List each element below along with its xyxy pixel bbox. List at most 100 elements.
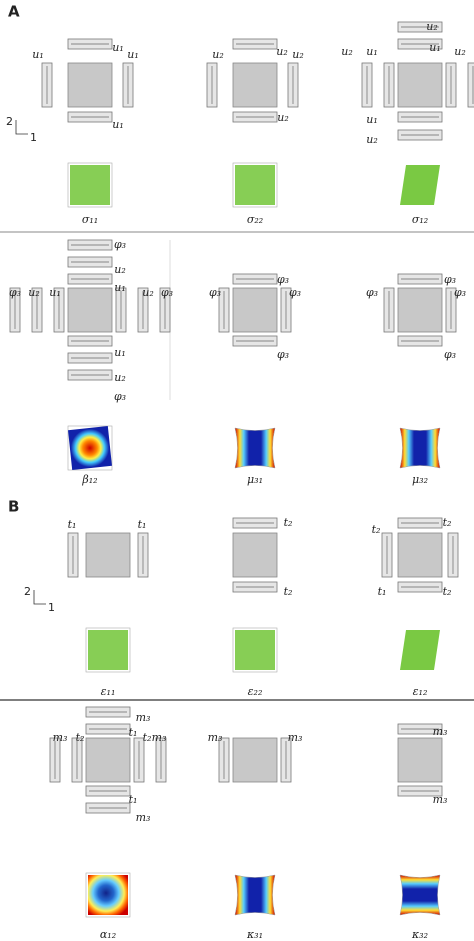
panel-label: B <box>8 498 19 516</box>
reference-outline <box>67 425 113 471</box>
load-label: φ₃ <box>277 348 289 361</box>
body-square <box>67 62 113 108</box>
load-label: t₁ <box>129 726 138 739</box>
load-label: u₁ <box>49 286 61 299</box>
load-label: u₂ <box>341 45 353 58</box>
boundary-bar <box>467 62 474 108</box>
mode-caption: σ₂₂ <box>247 213 263 226</box>
load-label: m₃ <box>433 725 448 738</box>
load-label: u₁ <box>366 113 378 126</box>
load-label: u₁ <box>366 45 378 58</box>
load-label: u₂ <box>292 48 304 61</box>
deformed-shape <box>399 427 441 469</box>
deformed-shape <box>400 165 440 205</box>
load-label: t₂ <box>443 516 452 529</box>
load-label: t₂ <box>143 731 152 744</box>
load-label: φ₃ <box>277 273 289 286</box>
load-label: φ₃ <box>114 390 126 403</box>
axes-icon <box>15 120 28 135</box>
load-label: t₂ <box>372 523 381 536</box>
load-label: φ₃ <box>161 286 173 299</box>
load-label: u₁ <box>32 48 44 61</box>
reference-outline <box>85 872 131 918</box>
load-label: u₁ <box>114 281 126 294</box>
load-label: φ₃ <box>289 286 301 299</box>
load-label: u₂ <box>454 45 466 58</box>
mode-caption: α₁₂ <box>100 928 116 941</box>
load-label: t₂ <box>284 516 293 529</box>
body-square <box>85 532 131 578</box>
load-label: φ₃ <box>454 286 466 299</box>
mode-caption: μ₃₂ <box>412 473 428 486</box>
load-label: u₂ <box>276 45 288 58</box>
load-label: u₁ <box>127 48 139 61</box>
load-label: t₁ <box>378 585 387 598</box>
reference-outline <box>67 162 113 208</box>
mode-caption: ε₂₂ <box>248 685 263 698</box>
deformed-shape <box>399 874 441 916</box>
mode-caption: ε₁₂ <box>413 685 428 698</box>
body-square <box>232 62 278 108</box>
load-label: m₃ <box>53 731 68 744</box>
body-square <box>232 532 278 578</box>
mode-caption: μ₃₁ <box>247 473 263 486</box>
load-label: t₂ <box>443 585 452 598</box>
mode-caption: σ₁₂ <box>412 213 428 226</box>
load-label: m₃ <box>136 811 151 824</box>
axis-label: 1 <box>30 131 37 144</box>
load-label: t₁ <box>138 518 147 531</box>
body-square <box>85 737 131 783</box>
load-label: u₂ <box>28 286 40 299</box>
load-label: u₂ <box>114 371 126 384</box>
mode-caption: σ₁₁ <box>82 213 98 226</box>
load-label: u₂ <box>114 263 126 276</box>
deformed-shape <box>235 165 275 205</box>
load-label: φ₃ <box>114 238 126 251</box>
load-label: φ₃ <box>9 286 21 299</box>
mode-caption: β₁₂ <box>81 473 97 486</box>
load-label: φ₃ <box>366 286 378 299</box>
load-label: t₁ <box>129 793 138 806</box>
load-label: m₃ <box>208 731 223 744</box>
body-square <box>397 62 443 108</box>
mode-caption: ε₁₁ <box>101 685 116 698</box>
load-label: u₁ <box>429 41 441 54</box>
load-label: u₂ <box>142 286 154 299</box>
load-label: φ₃ <box>209 286 221 299</box>
deformed-shape <box>234 874 276 916</box>
load-label: φ₃ <box>444 348 456 361</box>
load-label: m₃ <box>152 731 167 744</box>
load-label: t₂ <box>76 731 85 744</box>
load-label: m₃ <box>136 711 151 724</box>
body-square <box>232 737 278 783</box>
deformed-shape <box>88 630 128 670</box>
load-label: u₂ <box>212 48 224 61</box>
deformed-shape <box>70 165 110 205</box>
load-label: u₁ <box>112 118 124 131</box>
axis-label: 2 <box>6 115 13 128</box>
deformed-shape <box>400 630 440 670</box>
reference-outline <box>85 627 131 673</box>
axis-label: 2 <box>24 585 31 598</box>
load-label: t₂ <box>284 585 293 598</box>
axes-icon <box>33 590 46 605</box>
body-square <box>67 287 113 333</box>
load-label: m₃ <box>288 731 303 744</box>
deformed-shape <box>88 875 128 915</box>
body-square <box>397 532 443 578</box>
load-label: u₂ <box>366 133 378 146</box>
panel-label: A <box>8 3 20 21</box>
load-label: u₂ <box>426 20 438 33</box>
load-label: t₁ <box>68 518 77 531</box>
reference-outline <box>232 162 278 208</box>
body-square <box>397 737 443 783</box>
load-label: m₃ <box>433 793 448 806</box>
body-square <box>397 287 443 333</box>
deformed-shape <box>68 426 112 470</box>
load-label: u₂ <box>277 111 289 124</box>
reference-outline <box>232 627 278 673</box>
deformed-shape <box>234 427 276 469</box>
body-square <box>232 287 278 333</box>
mode-caption: κ₃₁ <box>246 928 263 941</box>
